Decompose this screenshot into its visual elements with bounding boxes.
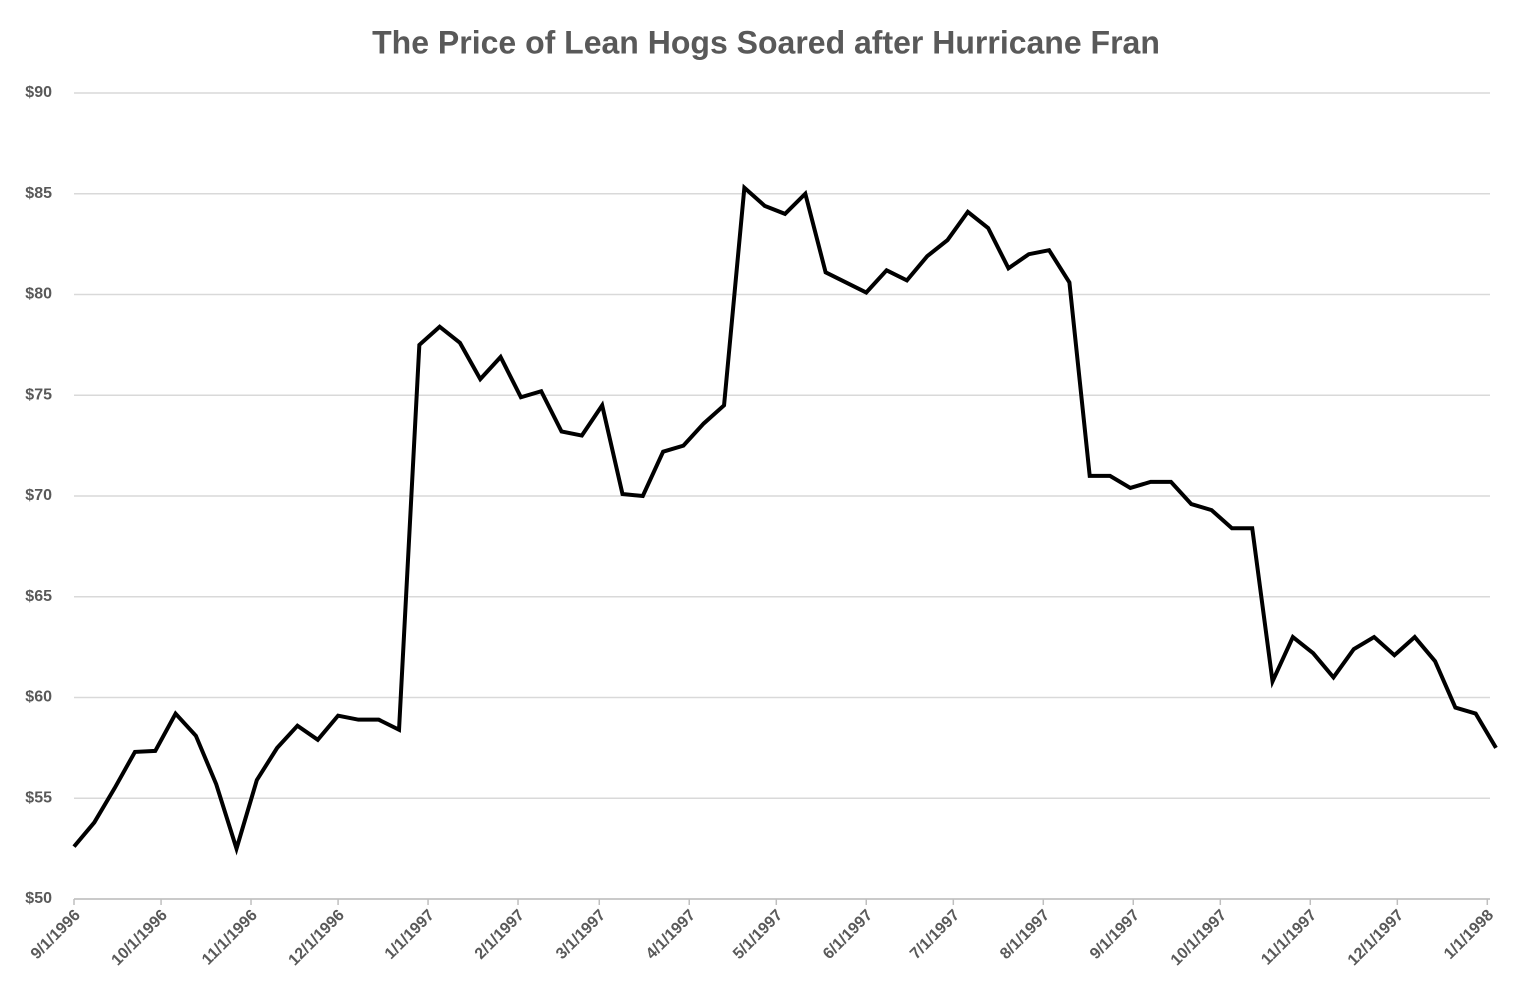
y-tick-label: $85 — [25, 185, 52, 202]
line — [72, 183, 1498, 856]
x-tick-label: 12/1/1996 — [286, 907, 348, 969]
y-tick-label: $75 — [25, 386, 52, 403]
chart-title: The Price of Lean Hogs Soared after Hurr… — [372, 24, 1160, 60]
x-tick-label: 8/1/1997 — [997, 907, 1053, 963]
x-tick-label: 1/1/1998 — [1441, 907, 1497, 963]
y-tick-label: $80 — [25, 286, 52, 303]
x-tick-label: 12/1/1997 — [1345, 907, 1407, 969]
x-tick-label: 10/1/1996 — [109, 907, 171, 969]
x-tick-label: 3/1/1997 — [553, 907, 609, 963]
y-tick-label: $65 — [25, 588, 52, 605]
x-tick-label: 4/1/1997 — [643, 907, 699, 963]
y-tick-label: $70 — [25, 487, 52, 504]
x-tick-label: 2/1/1997 — [472, 907, 528, 963]
x-tick-label: 7/1/1997 — [907, 907, 963, 963]
x-tick-label: 9/1/1996 — [28, 907, 84, 963]
y-tick-label: $55 — [25, 789, 52, 806]
y-tick-label: $50 — [25, 890, 52, 907]
x-tick-label: 11/1/1997 — [1258, 907, 1320, 969]
x-tick-label: 1/1/1997 — [382, 907, 438, 963]
y-tick-label: $90 — [25, 84, 52, 101]
x-tick-label: 9/1/1997 — [1087, 907, 1143, 963]
y-tick-label: $60 — [25, 689, 52, 706]
x-tick-label: 6/1/1997 — [820, 907, 876, 963]
x-tick-label: 5/1/1997 — [730, 907, 786, 963]
x-tick-label: 10/1/1997 — [1168, 907, 1230, 969]
x-tick-label: 11/1/1996 — [199, 907, 261, 969]
